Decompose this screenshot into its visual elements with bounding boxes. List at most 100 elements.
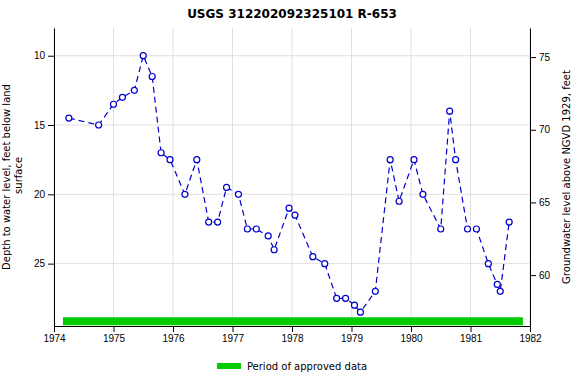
tick-mark [48, 56, 54, 57]
point [286, 205, 292, 211]
grid-line [232, 28, 233, 326]
tick-mark [114, 326, 115, 332]
tick-label: 10 [34, 50, 46, 61]
grid-line [54, 263, 530, 264]
tick: 1981 [460, 326, 483, 344]
tick: 1980 [400, 326, 423, 344]
y-axis: 10 15 20 25 [34, 29, 55, 327]
point [244, 226, 250, 232]
point [420, 191, 426, 197]
point [158, 150, 164, 156]
tick-mark [530, 130, 536, 131]
tick: 60 [530, 270, 551, 281]
plot-root: 1974 1975 1976 1977 1978 1979 1980 1981 1982 10 15… [1, 7, 572, 344]
point [235, 191, 241, 197]
axis-domain [530, 29, 531, 327]
point [453, 157, 459, 163]
point [387, 157, 393, 163]
tick-mark [411, 326, 412, 332]
point [343, 295, 349, 301]
point [396, 198, 402, 204]
tick: 1977 [222, 326, 245, 344]
tick: 1979 [341, 326, 364, 344]
grid-line [54, 194, 530, 195]
tick: 75 [530, 52, 551, 63]
point [485, 261, 491, 267]
grid-line [54, 55, 530, 56]
point [310, 254, 316, 260]
tick: 1978 [281, 326, 304, 344]
tick-mark [233, 326, 234, 332]
grid-line [292, 28, 293, 326]
tick-label: 1980 [400, 333, 423, 344]
series-line [69, 56, 509, 312]
tick-label: 1974 [43, 333, 66, 344]
tick-mark [292, 326, 293, 332]
tick-mark [173, 326, 174, 332]
tick-label: 65 [539, 197, 551, 208]
point [447, 108, 453, 114]
point [96, 122, 102, 128]
point [351, 302, 357, 308]
point [322, 261, 328, 267]
legend: Period of approved data [217, 361, 367, 372]
title: USGS 312202092325101 R-653 [187, 7, 397, 21]
point [253, 226, 259, 232]
legend-swatch [217, 363, 241, 369]
point [473, 226, 479, 232]
tick-mark [54, 326, 55, 332]
legend-item: Period of approved data [217, 361, 367, 372]
tick: 70 [530, 124, 551, 135]
grid-line [351, 28, 352, 326]
tick-label: 15 [34, 120, 46, 131]
axis-domain [54, 29, 55, 327]
point [292, 212, 298, 218]
tick-label: 1976 [162, 333, 185, 344]
tick: 1974 [43, 326, 66, 344]
y-axis-label: Depth to water level, feet below land su… [1, 84, 24, 270]
grid [54, 28, 530, 326]
markers [66, 53, 512, 315]
y-axis-label-line: Depth to water level, feet below land [1, 84, 12, 270]
point [149, 74, 155, 80]
point [411, 157, 417, 163]
tick-label: 20 [34, 189, 46, 200]
point [131, 87, 137, 93]
y2-axis-label: Groundwater level above NGVD 1929, feet [561, 70, 572, 284]
point [265, 233, 271, 239]
tick: 10 [34, 50, 54, 61]
point [494, 281, 500, 287]
y2-axis: 60 65 70 75 [530, 29, 551, 327]
tick: 1975 [103, 326, 126, 344]
tick-mark [530, 326, 531, 332]
tick-mark [48, 264, 54, 265]
point [182, 191, 188, 197]
tick-label: 1982 [519, 333, 542, 344]
point [438, 226, 444, 232]
marks [63, 53, 523, 321]
legend-label: Period of approved data [247, 361, 367, 372]
point [140, 53, 146, 59]
tick-mark [48, 194, 54, 195]
period-bar [63, 317, 523, 325]
tick-mark [48, 125, 54, 126]
tick-mark [471, 326, 472, 332]
point [167, 157, 173, 163]
tick: 1982 [519, 326, 542, 344]
grid-line [411, 28, 412, 326]
grid-line [54, 28, 55, 326]
tick: 20 [34, 189, 54, 200]
grid-line [470, 28, 471, 326]
point [66, 115, 72, 121]
tick-label: 1981 [460, 333, 483, 344]
grid-line [54, 125, 530, 126]
tick-label: 60 [539, 270, 551, 281]
tick-label: 1977 [222, 333, 245, 344]
point [497, 288, 503, 294]
tick-label: 1978 [281, 333, 304, 344]
point [224, 184, 230, 190]
point [111, 101, 117, 107]
point [119, 94, 125, 100]
tick-label: 25 [34, 258, 46, 269]
tick-label: 1975 [103, 333, 126, 344]
